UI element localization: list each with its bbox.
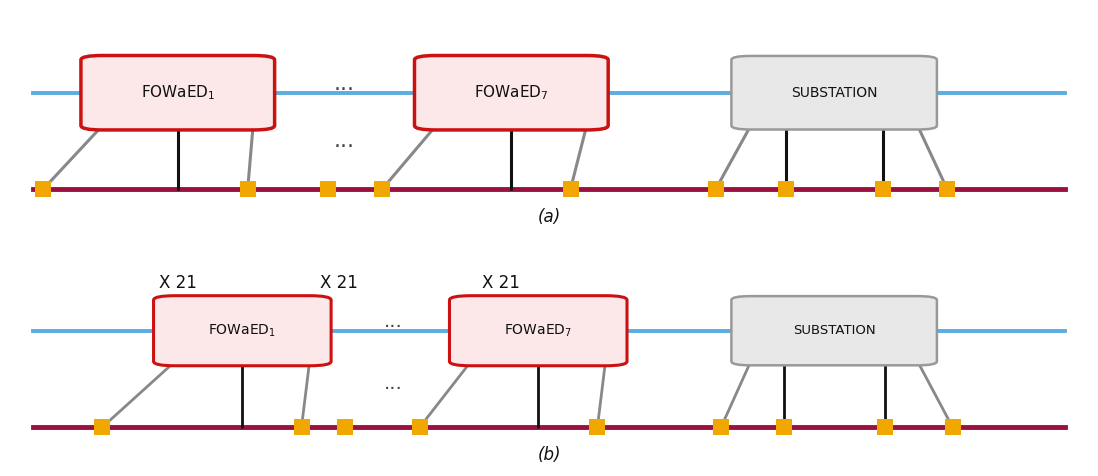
Point — [775, 423, 793, 431]
Point — [713, 423, 730, 431]
Point — [943, 423, 962, 431]
FancyBboxPatch shape — [81, 56, 274, 130]
Text: X 21: X 21 — [159, 274, 197, 292]
Point — [336, 423, 354, 431]
Point — [589, 423, 606, 431]
Point — [293, 423, 311, 431]
Text: X 21: X 21 — [482, 274, 519, 292]
Point — [874, 185, 892, 193]
Point — [411, 423, 428, 431]
Point — [777, 185, 795, 193]
FancyBboxPatch shape — [449, 296, 627, 366]
Text: X 21: X 21 — [321, 274, 358, 292]
Point — [34, 185, 52, 193]
Point — [707, 185, 725, 193]
Text: FOWaED$_1$: FOWaED$_1$ — [141, 83, 215, 102]
Text: (b): (b) — [537, 446, 561, 464]
Text: FOWaED$_7$: FOWaED$_7$ — [474, 83, 549, 102]
Point — [562, 185, 580, 193]
Text: ...: ... — [334, 131, 355, 151]
Text: (a): (a) — [537, 208, 561, 226]
Text: FOWaED$_1$: FOWaED$_1$ — [209, 323, 277, 339]
Point — [939, 185, 956, 193]
Text: SUBSTATION: SUBSTATION — [793, 324, 875, 337]
Text: FOWaED$_7$: FOWaED$_7$ — [504, 323, 572, 339]
Point — [93, 423, 111, 431]
FancyBboxPatch shape — [154, 296, 332, 366]
FancyBboxPatch shape — [731, 56, 937, 129]
Point — [876, 423, 894, 431]
Point — [239, 185, 257, 193]
Point — [373, 185, 391, 193]
Text: ...: ... — [334, 74, 355, 94]
Point — [320, 185, 337, 193]
FancyBboxPatch shape — [731, 296, 937, 365]
Text: SUBSTATION: SUBSTATION — [791, 86, 877, 100]
Text: ...: ... — [383, 312, 402, 331]
FancyBboxPatch shape — [415, 56, 608, 130]
Text: ...: ... — [383, 374, 402, 393]
